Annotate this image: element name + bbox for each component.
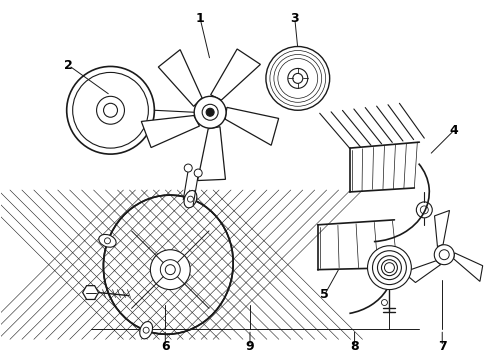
Circle shape (160, 260, 180, 280)
Circle shape (188, 196, 194, 202)
Circle shape (377, 256, 401, 280)
Text: 9: 9 (245, 340, 254, 353)
Circle shape (288, 68, 308, 88)
Circle shape (194, 169, 202, 177)
Ellipse shape (184, 190, 197, 208)
Circle shape (67, 67, 154, 154)
Text: 8: 8 (350, 340, 359, 353)
Text: 2: 2 (64, 59, 73, 72)
Circle shape (194, 96, 226, 128)
Polygon shape (83, 286, 98, 300)
Circle shape (434, 245, 454, 265)
Circle shape (382, 260, 397, 276)
Circle shape (420, 206, 428, 214)
Polygon shape (435, 211, 449, 247)
Circle shape (73, 72, 148, 148)
Circle shape (372, 251, 406, 285)
Text: 6: 6 (161, 340, 170, 353)
Polygon shape (211, 49, 260, 100)
Circle shape (293, 73, 303, 84)
Circle shape (165, 265, 175, 275)
Text: 4: 4 (450, 124, 459, 137)
Circle shape (150, 250, 190, 289)
Circle shape (143, 327, 149, 333)
Circle shape (368, 246, 412, 289)
Ellipse shape (140, 321, 152, 339)
Circle shape (439, 250, 449, 260)
Polygon shape (197, 127, 225, 181)
Polygon shape (141, 116, 199, 148)
Ellipse shape (99, 234, 116, 247)
Circle shape (184, 164, 192, 172)
Text: 1: 1 (196, 12, 204, 25)
Polygon shape (225, 107, 279, 145)
Circle shape (382, 300, 388, 306)
Ellipse shape (103, 195, 233, 334)
Circle shape (103, 103, 118, 117)
Circle shape (385, 263, 394, 273)
Circle shape (266, 46, 330, 110)
Text: 3: 3 (291, 12, 299, 25)
Circle shape (416, 202, 432, 218)
Circle shape (104, 238, 110, 244)
Polygon shape (158, 50, 202, 106)
Circle shape (202, 104, 218, 120)
Circle shape (97, 96, 124, 124)
Ellipse shape (106, 198, 230, 331)
Polygon shape (454, 253, 483, 282)
Circle shape (206, 108, 214, 116)
Text: 7: 7 (438, 340, 446, 353)
Polygon shape (403, 261, 441, 283)
Text: 5: 5 (320, 288, 329, 301)
